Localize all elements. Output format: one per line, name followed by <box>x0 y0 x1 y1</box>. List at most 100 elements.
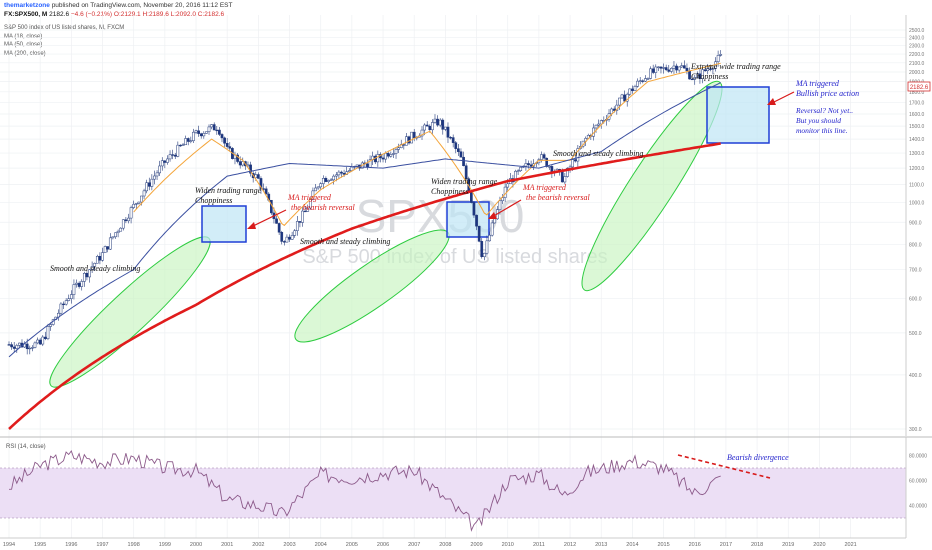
candle-up <box>192 131 195 141</box>
candle-down <box>386 153 390 157</box>
candle-down <box>462 156 465 166</box>
arrow-bear-1-head <box>247 222 256 229</box>
candle-up <box>36 339 39 344</box>
candle-up <box>394 149 398 154</box>
candle-down <box>298 221 302 223</box>
candle-up <box>145 182 149 192</box>
candle-down <box>163 160 167 163</box>
candle-up <box>306 207 310 212</box>
candle-up <box>293 230 297 236</box>
smooth-climb-ellipse-3[interactable] <box>566 70 738 302</box>
candle-up <box>397 147 400 150</box>
candle-up <box>95 256 99 264</box>
price-tick-label: 1400.0 <box>909 137 925 143</box>
candle-down <box>280 232 284 242</box>
candle-up <box>420 129 424 137</box>
time-tick-label: 2000 <box>190 542 202 548</box>
candle-down <box>277 223 281 233</box>
candle-up <box>405 136 408 146</box>
candle-up <box>207 126 211 132</box>
candle-up <box>646 78 650 80</box>
annotation-extreme-b: Choppiness <box>691 72 728 81</box>
candle-up <box>701 69 704 79</box>
candle-up <box>166 158 169 163</box>
candle-up <box>108 237 112 250</box>
time-tick-label: 2001 <box>221 542 233 548</box>
symbol-description: S&P 500 index of US listed shares, M, FX… <box>4 25 125 31</box>
candle-up <box>103 246 107 253</box>
candle-up <box>706 68 710 72</box>
arrow-bear-1 <box>250 209 287 228</box>
legend-ma18[interactable]: MA (18, close) <box>4 33 43 40</box>
candle-up <box>301 210 304 223</box>
candle-down <box>38 339 42 345</box>
candle-up <box>566 167 569 177</box>
candle-up <box>719 54 723 56</box>
annotation-widen-1a: Widen trading range <box>195 186 262 195</box>
range-box-2[interactable] <box>446 201 490 238</box>
candle-up <box>121 219 125 229</box>
time-tick-label: 2015 <box>657 542 669 548</box>
candle-up <box>59 303 63 314</box>
rsi-tick-label: 80.0000 <box>909 454 927 460</box>
candle-up <box>155 172 159 177</box>
candle-down <box>197 130 200 134</box>
time-tick-label: 1997 <box>96 542 108 548</box>
candle-up <box>114 232 117 238</box>
price-tick-label: 400.0 <box>909 373 922 379</box>
candle-up <box>618 97 621 106</box>
time-tick-label: 2006 <box>377 542 389 548</box>
price-tick-label: 300.0 <box>909 427 922 433</box>
legend-ma200[interactable]: MA (200, close) <box>4 50 46 57</box>
time-axis[interactable]: 1994 1995 1996 1997 1998 1999 2000 2001 2002 2003… <box>3 542 857 548</box>
candle-up <box>241 161 245 166</box>
annotation-bearish-divergence: Bearish divergence <box>727 453 789 462</box>
candle-up <box>82 272 86 282</box>
candle-up <box>290 235 294 240</box>
author-link[interactable]: themarketzone <box>4 2 50 9</box>
candle-down <box>275 218 278 224</box>
candle-up <box>514 170 517 183</box>
candle-down <box>212 124 216 131</box>
time-tick-label: 1998 <box>128 542 140 548</box>
candle-up <box>295 221 299 231</box>
candle-up <box>636 80 639 87</box>
candle-up <box>93 262 97 267</box>
range-box-3[interactable] <box>706 86 770 144</box>
candle-down <box>470 192 473 203</box>
candle-up <box>64 300 68 305</box>
highlight-shapes <box>49 70 770 388</box>
ohlc-values: O:2129.1 H:2189.6 L:2092.0 C:2182.6 <box>113 10 225 18</box>
candle-up <box>314 187 317 192</box>
legend-ma50[interactable]: MA (50, close) <box>4 42 43 48</box>
candle-up <box>134 203 138 205</box>
candle-down <box>464 165 468 179</box>
candle-up <box>410 131 413 144</box>
candle-down <box>12 346 16 349</box>
candle-up <box>254 174 258 179</box>
candle-down <box>446 126 450 138</box>
candle-up <box>657 66 660 68</box>
candle-up <box>431 122 434 131</box>
candle-down <box>441 119 445 130</box>
range-box-1[interactable] <box>201 205 247 243</box>
time-tick-label: 2012 <box>564 542 576 548</box>
candle-up <box>111 236 115 239</box>
candle-down <box>612 108 616 111</box>
price-tick-label: 700.0 <box>909 268 922 274</box>
candle-down <box>451 137 455 143</box>
candle-up <box>423 124 426 131</box>
annotations: Smooth and steady climbing Widen trading… <box>50 62 859 462</box>
candle-up <box>519 166 523 172</box>
candle-up <box>516 170 520 172</box>
candle-down <box>641 80 645 82</box>
rsi-axis: 80.0000 60.0000 40.0000 <box>909 454 927 510</box>
candle-down <box>545 157 549 167</box>
annotation-ma-bear-2a: MA triggered <box>522 183 567 192</box>
candle-up <box>142 190 146 197</box>
price-tick-label: 800.0 <box>909 242 922 248</box>
candle-down <box>173 154 177 157</box>
candle-down <box>340 171 343 174</box>
candle-down <box>288 236 291 240</box>
